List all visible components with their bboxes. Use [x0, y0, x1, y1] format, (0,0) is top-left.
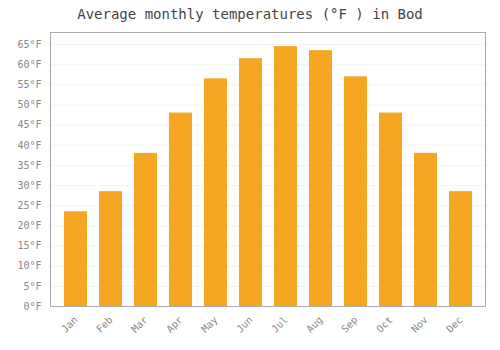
html-text:Average monthly temperatures (: Average monthly temperatures (°F ) in Bo… [77, 6, 423, 22]
svg-text:May: May [199, 314, 220, 335]
svg-text:Nov: Nov [409, 314, 430, 335]
svg-text:10°F: 10°F [17, 260, 41, 271]
svg-text:Aug: Aug [304, 314, 325, 335]
svg-text:40°F: 40°F [17, 140, 41, 151]
svg-text:5°F: 5°F [23, 281, 41, 292]
svg-text:25°F: 25°F [17, 200, 41, 211]
svg-text:20°F: 20°F [17, 220, 41, 231]
svg-text:Jun: Jun [234, 314, 255, 335]
svg-text:Apr: Apr [164, 314, 185, 335]
svg-text:55°F: 55°F [17, 79, 41, 90]
svg-text:65°F: 65°F [17, 39, 41, 50]
svg-text:60°F: 60°F [17, 59, 41, 70]
svg-text:45°F: 45°F [17, 119, 41, 130]
svg-text:Mar: Mar [129, 314, 150, 335]
svg-text:Jan: Jan [59, 314, 80, 335]
svg-text:0°F: 0°F [23, 301, 41, 312]
svg-text:Oct: Oct [374, 314, 395, 335]
svg-text:Feb: Feb [94, 314, 115, 335]
svg-text:35°F: 35°F [17, 160, 41, 171]
svg-text:30°F: 30°F [17, 180, 41, 191]
svg-text:Jul: Jul [269, 314, 290, 335]
svg-text:15°F: 15°F [17, 240, 41, 251]
svg-text:Dec: Dec [444, 314, 465, 335]
svg-text:50°F: 50°F [17, 99, 41, 110]
svg-text:Sep: Sep [339, 314, 360, 335]
